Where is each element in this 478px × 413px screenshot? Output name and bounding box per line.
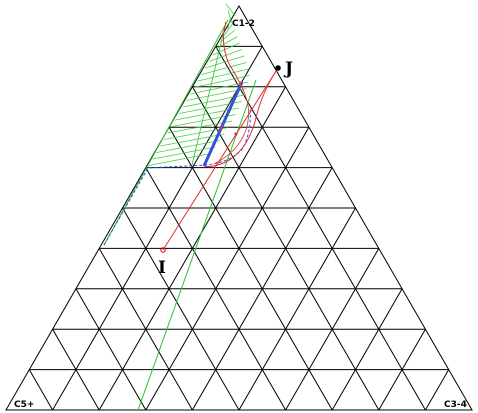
point-j-label: J	[283, 59, 293, 79]
hatch-tie-line	[186, 88, 247, 101]
hatch-tie-line	[225, 3, 236, 17]
tie-line-left	[103, 19, 229, 246]
dilution-line-j-i	[162, 67, 279, 251]
grid-line-diagonal-a	[331, 288, 403, 411]
grid-line-diagonal-b	[98, 248, 193, 411]
grid-line-diagonal-b	[75, 288, 147, 411]
path-marker	[239, 82, 243, 86]
path-marker	[219, 126, 223, 130]
tie-line-inner	[191, 21, 227, 166]
hatch-tie-line	[197, 68, 249, 82]
composition-path	[202, 81, 244, 167]
hatch-tie-line	[152, 146, 216, 160]
tie-line-right	[137, 79, 257, 411]
hatch-tie-line	[227, 10, 232, 23]
hatch-tie-line	[227, 16, 231, 30]
grid-line-diagonal-b	[215, 46, 426, 411]
grid-line-diagonal-b	[52, 328, 100, 411]
grid-line-diagonal-a	[238, 207, 356, 411]
hatch-tie-line	[212, 42, 240, 56]
hatch-tie-line	[160, 133, 225, 147]
point-j-marker	[275, 65, 281, 71]
hatch-tie-line	[219, 29, 236, 43]
vertex-label-right: C3-4	[444, 400, 467, 410]
point-i-marker	[160, 247, 166, 253]
hatch-tie-line	[201, 62, 247, 75]
envelope-dew-boundary	[103, 107, 251, 246]
hatch-tie-line	[223, 23, 234, 36]
hatch-tie-line	[167, 120, 233, 134]
hatch-tie-line	[190, 81, 249, 95]
path-marker	[234, 132, 238, 136]
envelope-red-inner	[213, 91, 249, 165]
grid-line-diagonal-a	[145, 126, 310, 411]
hatch-tie-line	[156, 140, 220, 153]
grid-line-diagonal-b	[145, 167, 287, 411]
vertex-label-top: C1-2	[232, 19, 255, 29]
triangular-grid	[5, 4, 473, 411]
grid-line-diagonal-b	[122, 207, 240, 411]
point-i-label: I	[158, 258, 166, 278]
grid-line-diagonal-b	[28, 369, 54, 411]
hatch-tie-line	[163, 127, 229, 140]
hatch-tie-line	[205, 55, 245, 69]
grid-line-diagonal-b	[191, 86, 380, 411]
hatch-tie-line	[193, 75, 250, 88]
grid-line-diagonal-a	[52, 46, 263, 411]
grid-line-diagonal-b	[168, 126, 333, 411]
envelope-red-curve	[203, 67, 279, 167]
vertex-label-left: C5+	[14, 400, 34, 410]
hatch-tie-line	[148, 153, 211, 166]
grid-line-diagonal-a	[424, 369, 450, 411]
phase-envelope-overlay	[103, 19, 279, 411]
